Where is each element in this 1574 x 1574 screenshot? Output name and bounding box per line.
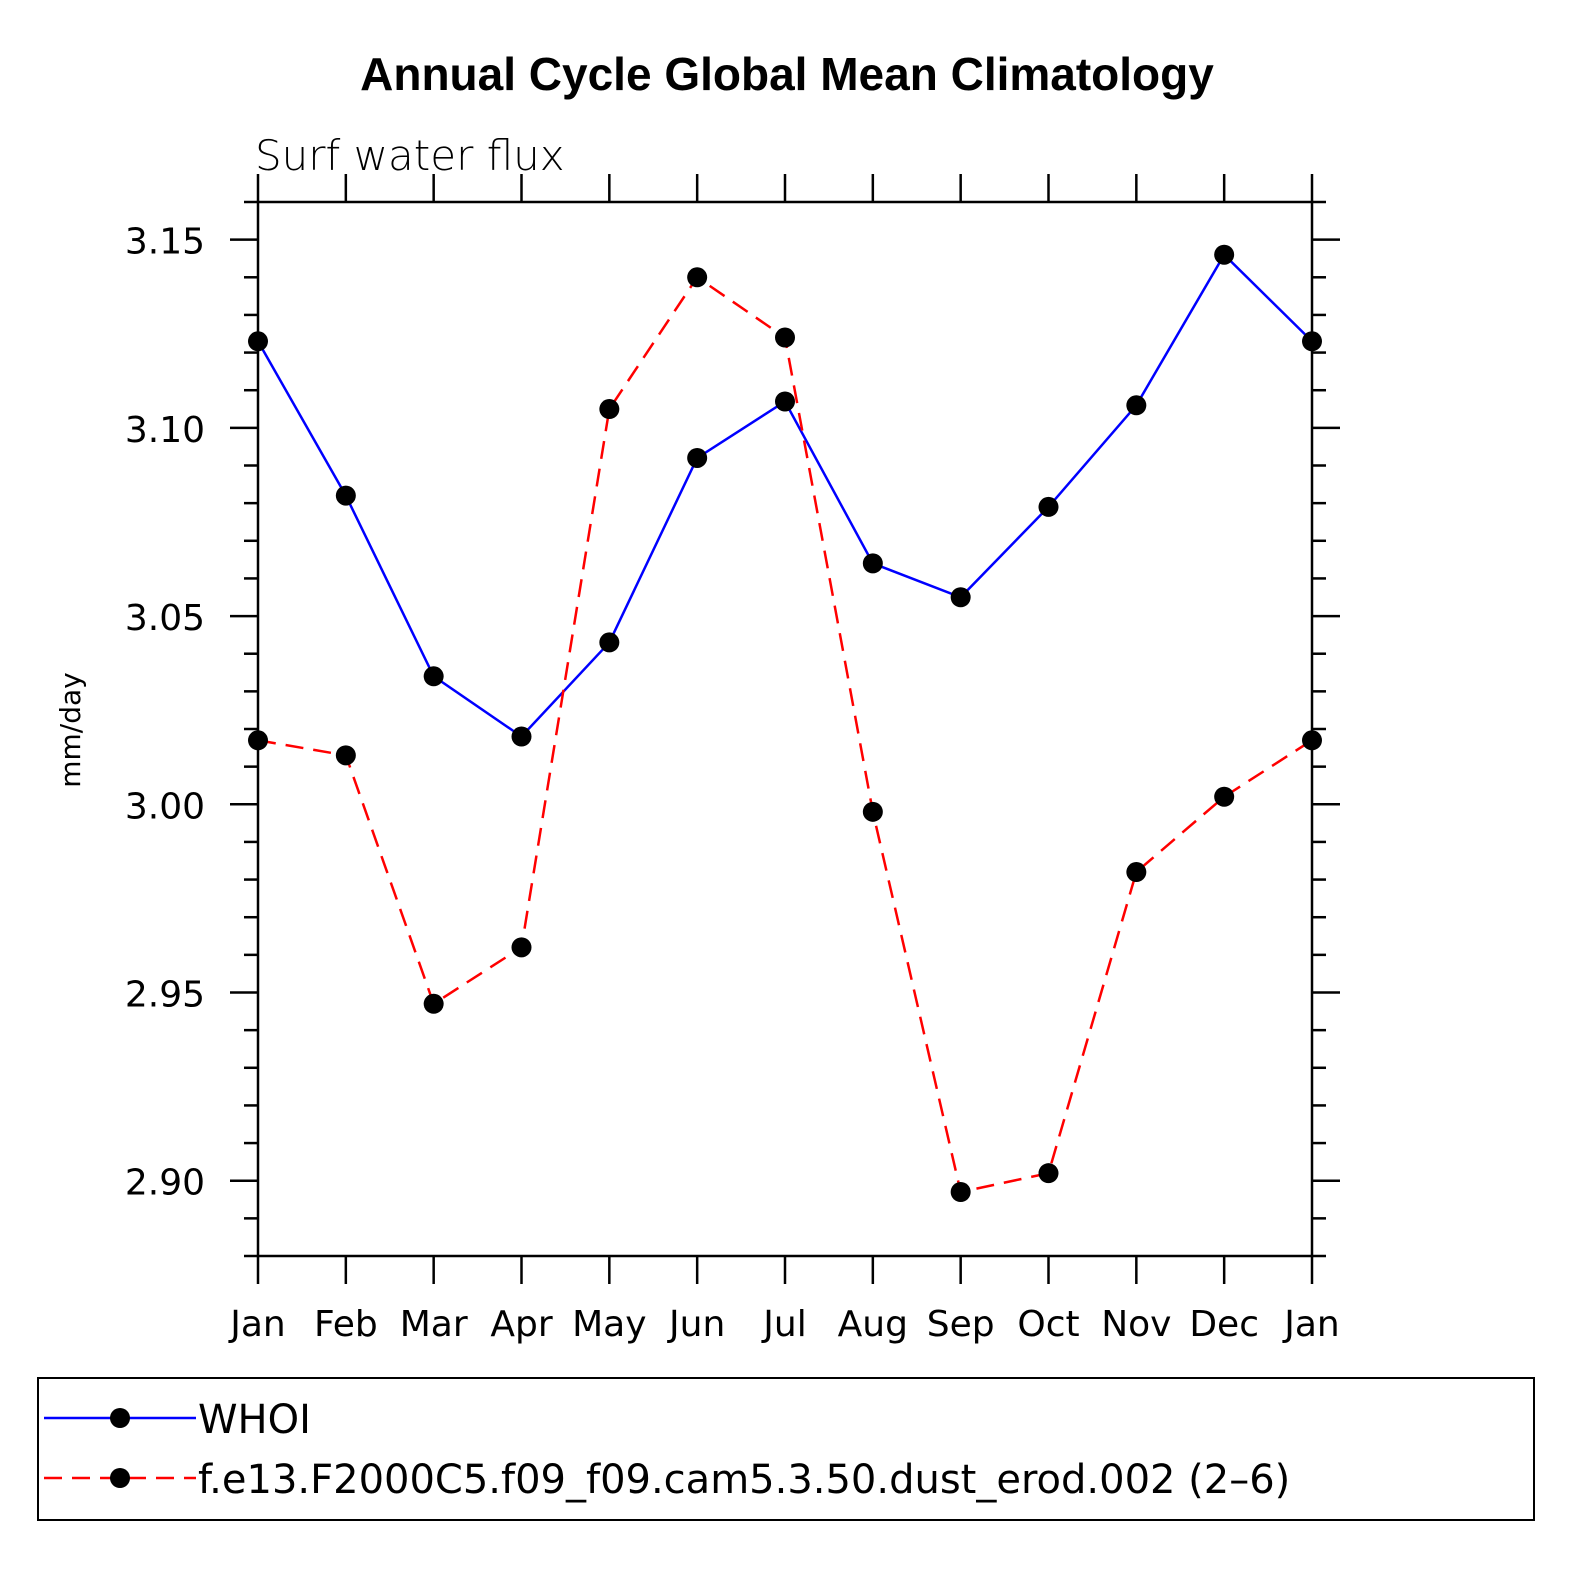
legend-box <box>37 1377 1535 1521</box>
series-2-point <box>599 399 620 420</box>
y-tick-label: 3.00 <box>125 786 205 827</box>
series-2-point <box>423 993 444 1014</box>
series-1-point <box>1126 395 1147 416</box>
series-2-point <box>1214 786 1235 807</box>
y-tick-label: 2.90 <box>125 1163 205 1204</box>
series-1-point <box>511 726 532 747</box>
series-line-1 <box>256 252 1313 739</box>
legend-label-2: f.e13.F2000C5.f09_f09.cam5.3.50.dust_ero… <box>198 1457 1290 1503</box>
series-1-point <box>862 553 883 574</box>
legend-marker-1 <box>110 1408 130 1428</box>
x-tick-label: Mar <box>400 1304 468 1345</box>
x-tick-label: Jan <box>228 1304 286 1345</box>
series-2-point <box>335 745 356 766</box>
x-tick-label: Nov <box>1101 1304 1171 1345</box>
x-tick-label: Jun <box>667 1304 725 1345</box>
series-2-point <box>1302 730 1322 751</box>
series-1-point <box>1038 496 1059 517</box>
y-axis-label: mm/day <box>54 672 87 788</box>
series-2-point <box>511 937 532 958</box>
x-tick-label: Apr <box>490 1304 552 1345</box>
series-2-point <box>950 1182 971 1203</box>
x-tick-label: Jul <box>761 1304 806 1345</box>
series-1-point <box>950 587 971 608</box>
series-2-point <box>1038 1163 1059 1184</box>
chart-title: Annual Cycle Global Mean Climatology <box>360 48 1214 100</box>
series-1-point <box>248 331 268 352</box>
series-1-point <box>1302 331 1322 352</box>
legend-label-1: WHOI <box>198 1397 311 1443</box>
y-tick-label: 3.10 <box>125 410 205 451</box>
y-tick-label: 3.05 <box>125 598 205 639</box>
series-1-point <box>687 447 708 468</box>
x-tick-label: Aug <box>838 1304 908 1345</box>
x-tick-label: Feb <box>314 1304 378 1345</box>
legend: WHOI f.e13.F2000C5.f09_f09.cam5.3.50.dust… <box>37 1377 1535 1521</box>
series-line-2 <box>257 275 1313 1194</box>
series-2-point <box>862 801 883 822</box>
legend-marker-2 <box>110 1468 130 1488</box>
series-2-point <box>775 327 795 348</box>
series-1-point <box>1214 244 1235 265</box>
y-tick-label: 2.95 <box>125 975 205 1016</box>
series-1-point <box>599 632 620 653</box>
x-tick-label: Dec <box>1189 1304 1259 1345</box>
plot-layer: Jan Feb Mar Apr May Jun Jul Aug Sep Oct Nov Dec Jan 2… <box>125 174 1340 1345</box>
y-tick-label: 3.15 <box>125 222 205 263</box>
x-tick-label: May <box>572 1304 646 1345</box>
plot-frame <box>256 200 1314 1258</box>
chart-subtitle: Surf water flux <box>255 131 565 180</box>
x-tick-label: Oct <box>1017 1304 1079 1345</box>
x-tick-label: Sep <box>927 1304 995 1345</box>
series-1-point <box>423 666 444 687</box>
series-2-point <box>248 730 268 751</box>
series-1-point <box>775 391 795 412</box>
series-1-point <box>335 485 356 506</box>
series-2-point <box>687 267 708 288</box>
x-tick-label: Jan <box>1282 1304 1340 1345</box>
series-2-point <box>1126 862 1147 883</box>
